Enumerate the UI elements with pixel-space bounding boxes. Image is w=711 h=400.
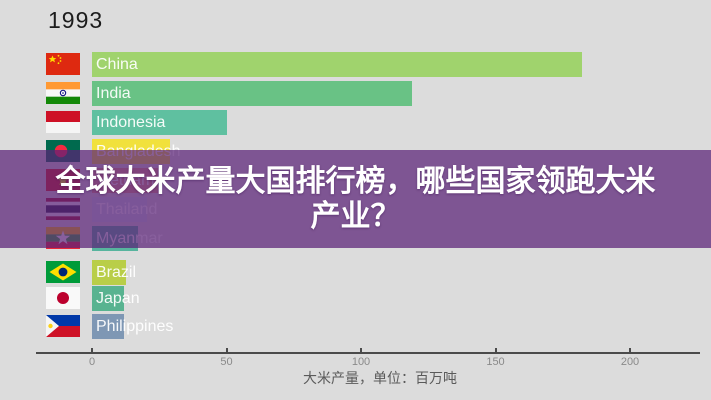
bar-label-indonesia: Indonesia (96, 114, 166, 131)
title-banner: 全球大米产量大国排行榜，哪些国家领跑大米 产业？ (0, 150, 711, 248)
bar-row-philippines: Philippines (0, 314, 711, 339)
bar-label-china: China (96, 56, 138, 73)
bar-label-india: India (96, 85, 131, 102)
india-flag-icon (46, 82, 80, 104)
japan-flag-icon (46, 287, 80, 309)
bar-label-japan: Japan (96, 290, 140, 307)
banner-title-line1: 全球大米产量大国排行榜，哪些国家领跑大米 (55, 165, 656, 198)
x-axis-line (36, 352, 700, 354)
page-title: 全球大米产量大国排行榜，哪些国家领跑大米 产业？ (0, 164, 711, 234)
year-label: 1993 (48, 7, 104, 33)
bar-label-philippines: Philippines (96, 318, 174, 335)
bar-china (92, 52, 582, 77)
bar-row-india: India (0, 81, 711, 106)
bar-row-indonesia: Indonesia (0, 110, 711, 135)
bar-india (92, 81, 412, 106)
bar-row-china: China (0, 52, 711, 77)
x-axis-title: 大米产量，单位：百万吨 (303, 370, 457, 386)
bar-japan (92, 286, 124, 311)
bar-brazil (92, 260, 126, 285)
brazil-flag-icon (46, 261, 80, 283)
bar-indonesia (92, 110, 227, 135)
bar-row-brazil: Brazil (0, 260, 711, 285)
china-flag-icon (46, 53, 80, 75)
indonesia-flag-icon (46, 111, 80, 133)
banner-title-line2: 产业？ (310, 200, 401, 233)
bar-row-japan: Japan (0, 286, 711, 311)
philippines-flag-icon (46, 315, 80, 337)
bar-label-brazil: Brazil (96, 264, 137, 281)
bar-philippines (92, 314, 124, 339)
